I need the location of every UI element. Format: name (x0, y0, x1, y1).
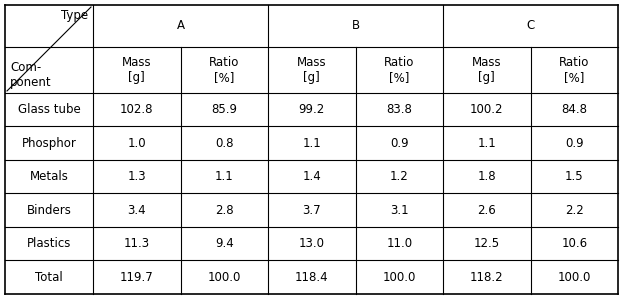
Text: 85.9: 85.9 (211, 103, 237, 116)
Text: Glass tube: Glass tube (17, 103, 80, 116)
Text: Binders: Binders (27, 204, 72, 217)
Text: Total: Total (35, 271, 63, 284)
Text: 118.2: 118.2 (470, 271, 503, 284)
Text: 0.8: 0.8 (215, 137, 234, 150)
Text: 13.0: 13.0 (299, 237, 325, 250)
Text: 1.3: 1.3 (128, 170, 146, 183)
Text: 0.9: 0.9 (565, 137, 584, 150)
Text: 100.0: 100.0 (207, 271, 241, 284)
Text: 3.7: 3.7 (302, 204, 321, 217)
Text: 99.2: 99.2 (298, 103, 325, 116)
Text: 84.8: 84.8 (561, 103, 587, 116)
Text: 100.2: 100.2 (470, 103, 503, 116)
Text: 102.8: 102.8 (120, 103, 153, 116)
Text: Plastics: Plastics (27, 237, 71, 250)
Text: Metals: Metals (29, 170, 69, 183)
Text: Ratio
[%]: Ratio [%] (559, 56, 589, 84)
Text: 1.4: 1.4 (302, 170, 321, 183)
Text: 100.0: 100.0 (383, 271, 416, 284)
Text: 10.6: 10.6 (561, 237, 587, 250)
Text: 118.4: 118.4 (295, 271, 328, 284)
Text: Mass
[g]: Mass [g] (122, 56, 151, 84)
Text: 11.3: 11.3 (124, 237, 150, 250)
Text: B: B (351, 19, 359, 33)
Text: 1.1: 1.1 (215, 170, 234, 183)
Text: 119.7: 119.7 (120, 271, 154, 284)
Text: Ratio
[%]: Ratio [%] (209, 56, 239, 84)
Text: 1.5: 1.5 (565, 170, 584, 183)
Text: 83.8: 83.8 (386, 103, 412, 116)
Text: 2.2: 2.2 (565, 204, 584, 217)
Text: 11.0: 11.0 (386, 237, 412, 250)
Text: 9.4: 9.4 (215, 237, 234, 250)
Text: Mass
[g]: Mass [g] (297, 56, 326, 84)
Text: 1.1: 1.1 (477, 137, 496, 150)
Text: 3.1: 3.1 (390, 204, 409, 217)
Text: 1.0: 1.0 (128, 137, 146, 150)
Text: 1.8: 1.8 (477, 170, 496, 183)
Text: C: C (526, 19, 535, 33)
Text: A: A (176, 19, 184, 33)
Text: 2.6: 2.6 (477, 204, 496, 217)
Text: 100.0: 100.0 (558, 271, 591, 284)
Text: 3.4: 3.4 (128, 204, 146, 217)
Text: Type: Type (61, 9, 88, 22)
Text: Ratio
[%]: Ratio [%] (384, 56, 414, 84)
Text: Mass
[g]: Mass [g] (472, 56, 502, 84)
Text: 1.2: 1.2 (390, 170, 409, 183)
Text: Phosphor: Phosphor (22, 137, 77, 150)
Text: 12.5: 12.5 (473, 237, 500, 250)
Text: Com-
ponent: Com- ponent (10, 61, 52, 89)
Text: 0.9: 0.9 (390, 137, 409, 150)
Text: 2.8: 2.8 (215, 204, 234, 217)
Text: 1.1: 1.1 (302, 137, 321, 150)
